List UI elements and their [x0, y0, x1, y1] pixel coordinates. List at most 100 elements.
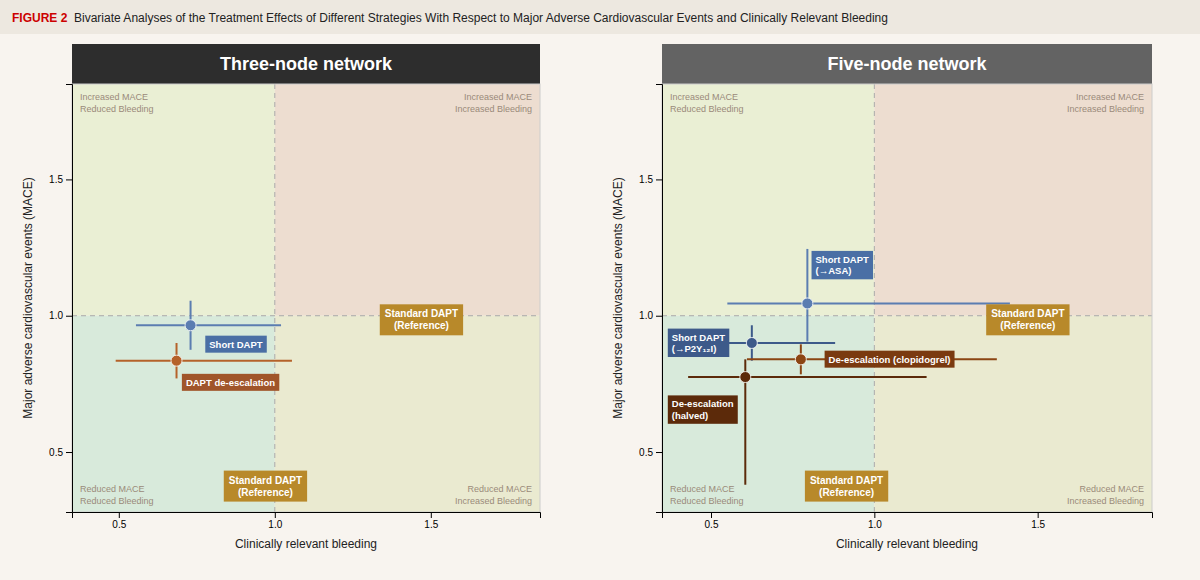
- tick-mark: [66, 179, 72, 180]
- tick-mark: [656, 452, 662, 453]
- y-axis-title: Major adverse cardiovascular events (MAC…: [21, 177, 35, 418]
- reference-box-background: [380, 304, 463, 335]
- point: [746, 337, 757, 348]
- quadrant-label: Increased MACEReduced Bleeding: [670, 92, 744, 114]
- text-line: Standard DAPT: [991, 308, 1064, 319]
- error-bar-x: [727, 302, 1010, 304]
- plot-frame: [72, 84, 540, 512]
- error-bar-x: [136, 324, 281, 326]
- text-line: Standard DAPT: [229, 475, 302, 486]
- text-line: Standard DAPT: [385, 308, 458, 319]
- panel: Five-node network Increased MACEReduced B…: [611, 44, 1153, 551]
- series: [747, 344, 997, 374]
- point: [802, 298, 813, 309]
- tick-mark: [275, 512, 276, 518]
- text-line: Increased Bleeding: [1067, 104, 1144, 114]
- divider: [874, 84, 875, 512]
- series: [721, 325, 835, 360]
- reference-label: Standard DAPT(Reference): [229, 475, 302, 498]
- tick-mark: [874, 512, 875, 518]
- point-label-text: Short DAPT(→ASA): [816, 254, 870, 276]
- point-label: DAPT de-escalation: [182, 374, 279, 391]
- text-line: Reduced Bleeding: [80, 104, 154, 114]
- tick: 1.5: [639, 174, 662, 185]
- text-line: Reduced Bleeding: [670, 104, 744, 114]
- point-label-background: [668, 329, 730, 357]
- reference-label: Standard DAPT(Reference): [991, 308, 1064, 331]
- reference-box-background: [986, 304, 1069, 335]
- tick-mark: [656, 316, 662, 317]
- series: [136, 301, 281, 350]
- reference-label: Standard DAPT(Reference): [385, 308, 458, 331]
- tick-mark: [656, 179, 662, 180]
- figure-title: FIGURE 2 Bivariate Analyses of the Treat…: [12, 11, 888, 25]
- tick-label: 1.0: [49, 310, 63, 321]
- point-label-text: De-escalation(halved): [672, 398, 734, 420]
- tick: 0.5: [112, 512, 126, 530]
- quadrant-label: Reduced MACEReduced Bleeding: [670, 484, 744, 506]
- point-label-text: Short DAPT: [209, 339, 263, 350]
- panel-title: Five-node network: [827, 54, 987, 74]
- text-line: Standard DAPT: [810, 475, 883, 486]
- text-line: Reduced MACE: [670, 484, 735, 494]
- tick: 1.5: [1031, 512, 1045, 530]
- quadrant-label: Increased MACEReduced Bleeding: [80, 92, 154, 114]
- text-line: Short DAPT: [209, 339, 263, 350]
- tick-mark: [1038, 512, 1039, 518]
- error-bar-x: [688, 376, 926, 378]
- tick-mark: [66, 452, 72, 453]
- point-label-background: [812, 251, 874, 279]
- tick-label: 0.5: [639, 447, 653, 458]
- series: [727, 249, 1010, 342]
- tick-label: 0.5: [705, 519, 719, 530]
- quadrant: [72, 84, 275, 316]
- quadrant: [662, 84, 874, 316]
- quadrant-label: Reduced MACEReduced Bleeding: [80, 484, 154, 506]
- text-line: Reduced MACE: [1079, 484, 1144, 494]
- reference-box: Standard DAPT(Reference): [805, 471, 888, 502]
- figure-title-part: FIGURE 2: [12, 11, 68, 25]
- point-label: Short DAPT: [205, 336, 267, 353]
- reference-box-background: [224, 471, 307, 502]
- point-label-background: [182, 374, 279, 391]
- tick: 1.5: [424, 512, 438, 530]
- reference-box-background: [805, 471, 888, 502]
- point-label: De-escalation (clopidogrel): [825, 351, 955, 368]
- text-line: Short DAPT: [672, 332, 726, 343]
- text-line: De-escalation (clopidogrel): [829, 354, 951, 365]
- point-label-background: [205, 336, 267, 353]
- text-line: Increased Bleeding: [1067, 496, 1144, 506]
- reference-box: Standard DAPT(Reference): [986, 304, 1069, 335]
- quadrant: [874, 84, 1152, 316]
- tick-label: 1.0: [868, 519, 882, 530]
- tick: 1.0: [49, 310, 72, 321]
- point-label-text: Short DAPT(→P2Y₁₂I): [672, 332, 726, 354]
- tick-label: 1.5: [424, 519, 438, 530]
- figure-background: [0, 0, 1200, 580]
- text-line: De-escalation: [672, 398, 734, 409]
- tick: 0.5: [639, 447, 662, 458]
- tick: 0.5: [705, 512, 719, 530]
- tick-label: 0.5: [49, 447, 63, 458]
- point: [740, 372, 751, 383]
- text-line: Reduced MACE: [80, 484, 145, 494]
- tick-label: 1.5: [49, 174, 63, 185]
- point-label: Short DAPT(→ASA): [812, 251, 874, 279]
- text-line: Increased MACE: [464, 92, 532, 102]
- panel-header: [662, 44, 1152, 84]
- tick-label: 1.0: [639, 310, 653, 321]
- text-line: (Reference): [394, 320, 449, 331]
- plot-frame: [662, 84, 1152, 512]
- quadrant-label: Increased MACEIncreased Bleeding: [1067, 92, 1144, 114]
- error-bar-y: [806, 249, 808, 342]
- reference-box: Standard DAPT(Reference): [380, 304, 463, 335]
- marks: [116, 301, 292, 379]
- tick: 0.5: [49, 447, 72, 458]
- text-line: (halved): [672, 410, 708, 421]
- panel-header: [72, 44, 540, 84]
- text-line: Increased Bleeding: [455, 104, 532, 114]
- reference-box: Standard DAPT(Reference): [224, 471, 307, 502]
- divider: [662, 315, 1152, 316]
- panel-title: Three-node network: [220, 54, 393, 74]
- tick: 1.5: [49, 174, 72, 185]
